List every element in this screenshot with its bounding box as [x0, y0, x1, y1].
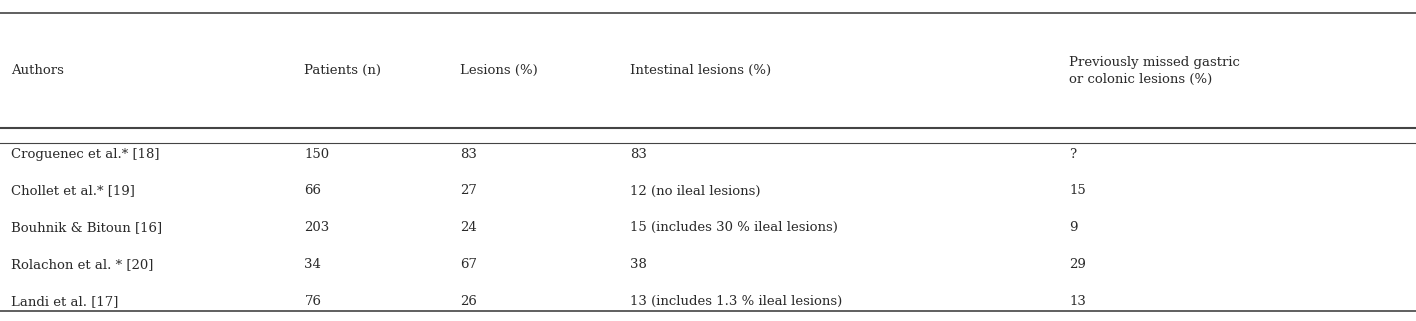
Text: Intestinal lesions (%): Intestinal lesions (%) — [630, 64, 772, 77]
Text: 24: 24 — [460, 221, 477, 234]
Text: 9: 9 — [1069, 221, 1078, 234]
Text: 83: 83 — [460, 148, 477, 160]
Text: Chollet et al.* [19]: Chollet et al.* [19] — [11, 185, 135, 197]
Text: Croguenec et al.* [18]: Croguenec et al.* [18] — [11, 148, 160, 160]
Text: 38: 38 — [630, 258, 647, 271]
Text: 27: 27 — [460, 185, 477, 197]
Text: Landi et al. [17]: Landi et al. [17] — [11, 295, 119, 308]
Text: 13 (includes 1.3 % ileal lesions): 13 (includes 1.3 % ileal lesions) — [630, 295, 843, 308]
Text: 66: 66 — [304, 185, 321, 197]
Text: Previously missed gastric
or colonic lesions (%): Previously missed gastric or colonic les… — [1069, 56, 1240, 86]
Text: 15 (includes 30 % ileal lesions): 15 (includes 30 % ileal lesions) — [630, 221, 838, 234]
Text: 150: 150 — [304, 148, 330, 160]
Text: 67: 67 — [460, 258, 477, 271]
Text: 13: 13 — [1069, 295, 1086, 308]
Text: 12 (no ileal lesions): 12 (no ileal lesions) — [630, 185, 760, 197]
Text: Bouhnik & Bitoun [16]: Bouhnik & Bitoun [16] — [11, 221, 163, 234]
Text: 26: 26 — [460, 295, 477, 308]
Text: Patients (n): Patients (n) — [304, 64, 381, 77]
Text: ?: ? — [1069, 148, 1076, 160]
Text: Rolachon et al. * [20]: Rolachon et al. * [20] — [11, 258, 154, 271]
Text: 83: 83 — [630, 148, 647, 160]
Text: 34: 34 — [304, 258, 321, 271]
Text: 15: 15 — [1069, 185, 1086, 197]
Text: 29: 29 — [1069, 258, 1086, 271]
Text: Authors: Authors — [11, 64, 64, 77]
Text: 76: 76 — [304, 295, 321, 308]
Text: Lesions (%): Lesions (%) — [460, 64, 538, 77]
Text: 203: 203 — [304, 221, 330, 234]
